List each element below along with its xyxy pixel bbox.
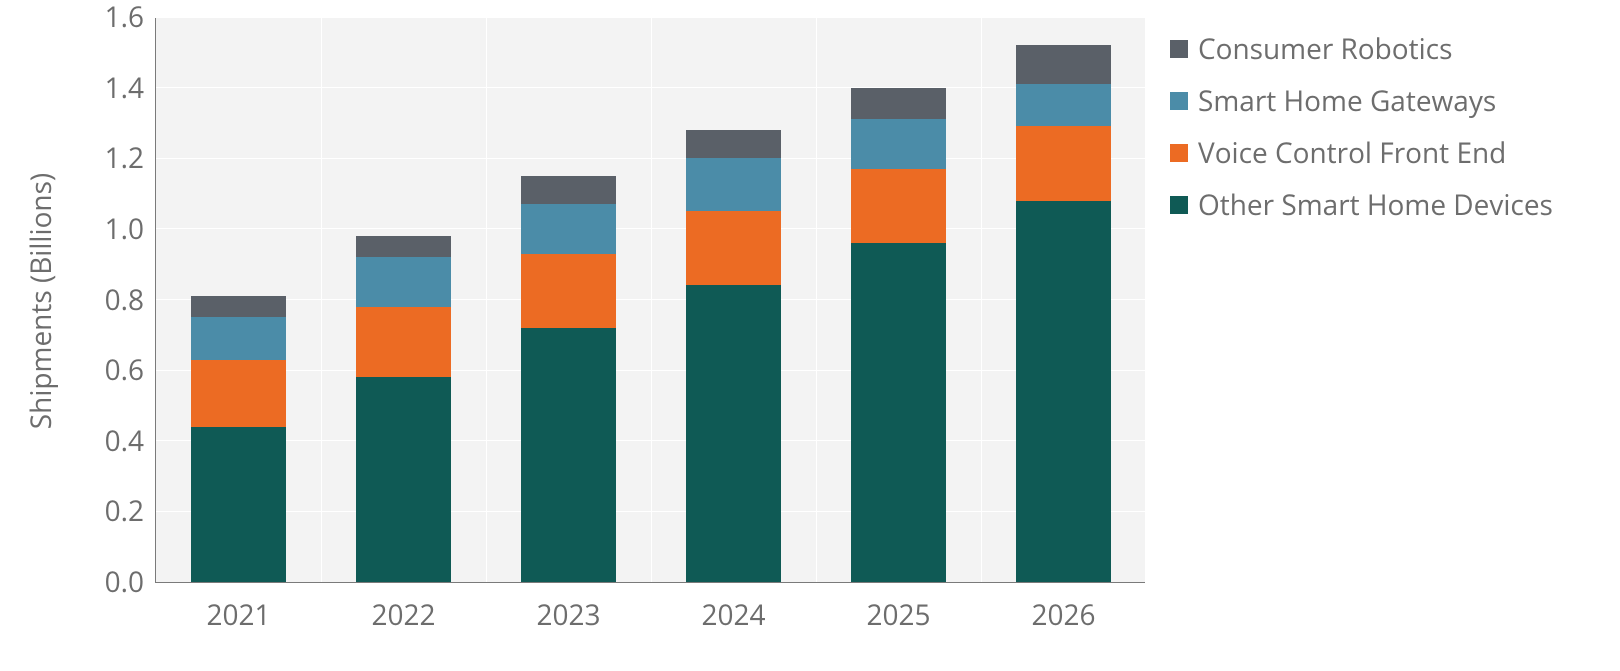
bar-segment-gateways [521,204,617,253]
y-tick-label: 0.0 [105,563,156,601]
bar-segment-gateways [1016,84,1112,126]
grid-line-vertical [321,18,322,582]
bar-segment-other [686,285,782,582]
y-tick-label: 0.2 [105,492,156,530]
legend-item-robotics: Consumer Robotics [1170,30,1553,68]
x-tick-label: 2023 [536,582,600,634]
bar-segment-other [191,427,287,582]
legend-label: Consumer Robotics [1198,30,1452,68]
y-tick-label: 0.8 [105,281,156,319]
x-tick-label: 2025 [866,582,930,634]
bar-segment-gateways [851,119,947,168]
x-tick-label: 2026 [1031,582,1095,634]
shipments-stacked-bar-chart: 0.0 0.2 0.4 0.6 0.8 1.0 1.2 1.4 1.6 2021 2022 2023 2… [0,0,1620,671]
legend-swatch [1170,196,1188,214]
bar-group [356,18,452,582]
bar-segment-voice [686,211,782,285]
bar-segment-other [356,377,452,582]
bar-group [1016,18,1112,582]
bar-segment-voice [1016,126,1112,200]
grid-line-vertical [651,18,652,582]
bar-segment-robotics [521,176,617,204]
y-tick-label: 0.6 [105,351,156,389]
bar-segment-other [851,243,947,582]
bar-group [851,18,947,582]
grid-line-vertical [981,18,982,582]
bar-segment-robotics [191,296,287,317]
x-tick-label: 2021 [206,582,270,634]
x-tick-label: 2022 [371,582,435,634]
bar-segment-gateways [686,158,782,211]
y-tick-label: 1.0 [105,210,156,248]
legend-swatch [1170,144,1188,162]
bar-segment-robotics [1016,45,1112,84]
legend-label: Other Smart Home Devices [1198,186,1553,224]
bar-segment-other [521,328,617,582]
legend-item-other: Other Smart Home Devices [1170,186,1553,224]
y-tick-label: 1.4 [105,69,156,107]
bar-segment-voice [521,254,617,328]
legend-label: Smart Home Gateways [1198,82,1496,120]
bar-segment-gateways [356,257,452,306]
bar-group [686,18,782,582]
bar-segment-other [1016,201,1112,582]
bar-segment-robotics [851,88,947,120]
grid-line-vertical [486,18,487,582]
y-tick-label: 1.2 [105,139,156,177]
y-tick-label: 1.6 [105,0,156,36]
legend-item-gateways: Smart Home Gateways [1170,82,1553,120]
bar-segment-robotics [356,236,452,257]
bar-segment-voice [851,169,947,243]
y-axis-title: Shipments (Billions) [22,172,60,428]
bar-group [521,18,617,582]
legend-swatch [1170,92,1188,110]
x-tick-label: 2024 [701,582,765,634]
legend-label: Voice Control Front End [1198,134,1506,172]
bar-segment-voice [356,307,452,378]
bar-group [191,18,287,582]
y-tick-label: 0.4 [105,422,156,460]
grid-line-vertical [816,18,817,582]
bar-segment-robotics [686,130,782,158]
plot-area: 0.00.20.40.60.81.01.21.41.62021202220232… [155,18,1145,583]
legend-item-voice: Voice Control Front End [1170,134,1553,172]
legend-swatch [1170,40,1188,58]
bar-segment-gateways [191,317,287,359]
legend: Consumer Robotics Smart Home Gateways Voic… [1170,30,1553,224]
bar-segment-voice [191,360,287,427]
